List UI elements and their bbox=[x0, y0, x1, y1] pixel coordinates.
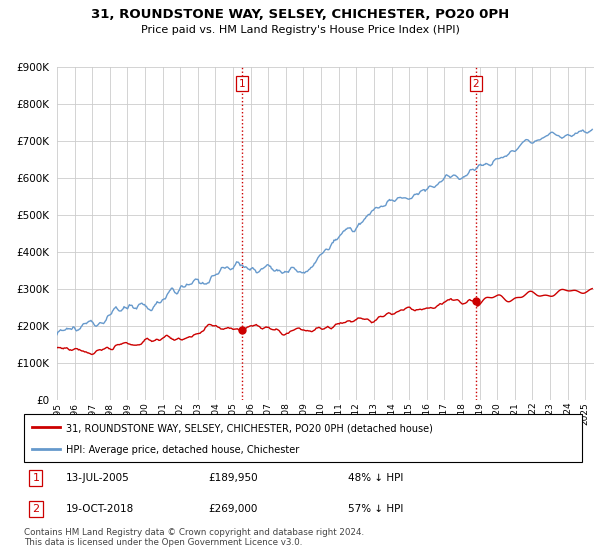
Text: 31, ROUNDSTONE WAY, SELSEY, CHICHESTER, PO20 0PH (detached house): 31, ROUNDSTONE WAY, SELSEY, CHICHESTER, … bbox=[66, 423, 433, 433]
Text: 57% ↓ HPI: 57% ↓ HPI bbox=[347, 504, 403, 514]
FancyBboxPatch shape bbox=[24, 414, 582, 462]
Text: £189,950: £189,950 bbox=[208, 473, 258, 483]
Text: 1: 1 bbox=[32, 473, 40, 483]
Text: £269,000: £269,000 bbox=[208, 504, 257, 514]
Text: 2: 2 bbox=[32, 504, 40, 514]
Text: Contains HM Land Registry data © Crown copyright and database right 2024.
This d: Contains HM Land Registry data © Crown c… bbox=[24, 528, 364, 547]
Text: 1: 1 bbox=[239, 79, 246, 89]
Text: 19-OCT-2018: 19-OCT-2018 bbox=[66, 504, 134, 514]
Text: 13-JUL-2005: 13-JUL-2005 bbox=[66, 473, 130, 483]
Text: HPI: Average price, detached house, Chichester: HPI: Average price, detached house, Chic… bbox=[66, 445, 299, 455]
Text: 48% ↓ HPI: 48% ↓ HPI bbox=[347, 473, 403, 483]
Text: Price paid vs. HM Land Registry's House Price Index (HPI): Price paid vs. HM Land Registry's House … bbox=[140, 25, 460, 35]
Text: 2: 2 bbox=[473, 79, 479, 89]
Text: 31, ROUNDSTONE WAY, SELSEY, CHICHESTER, PO20 0PH: 31, ROUNDSTONE WAY, SELSEY, CHICHESTER, … bbox=[91, 8, 509, 21]
